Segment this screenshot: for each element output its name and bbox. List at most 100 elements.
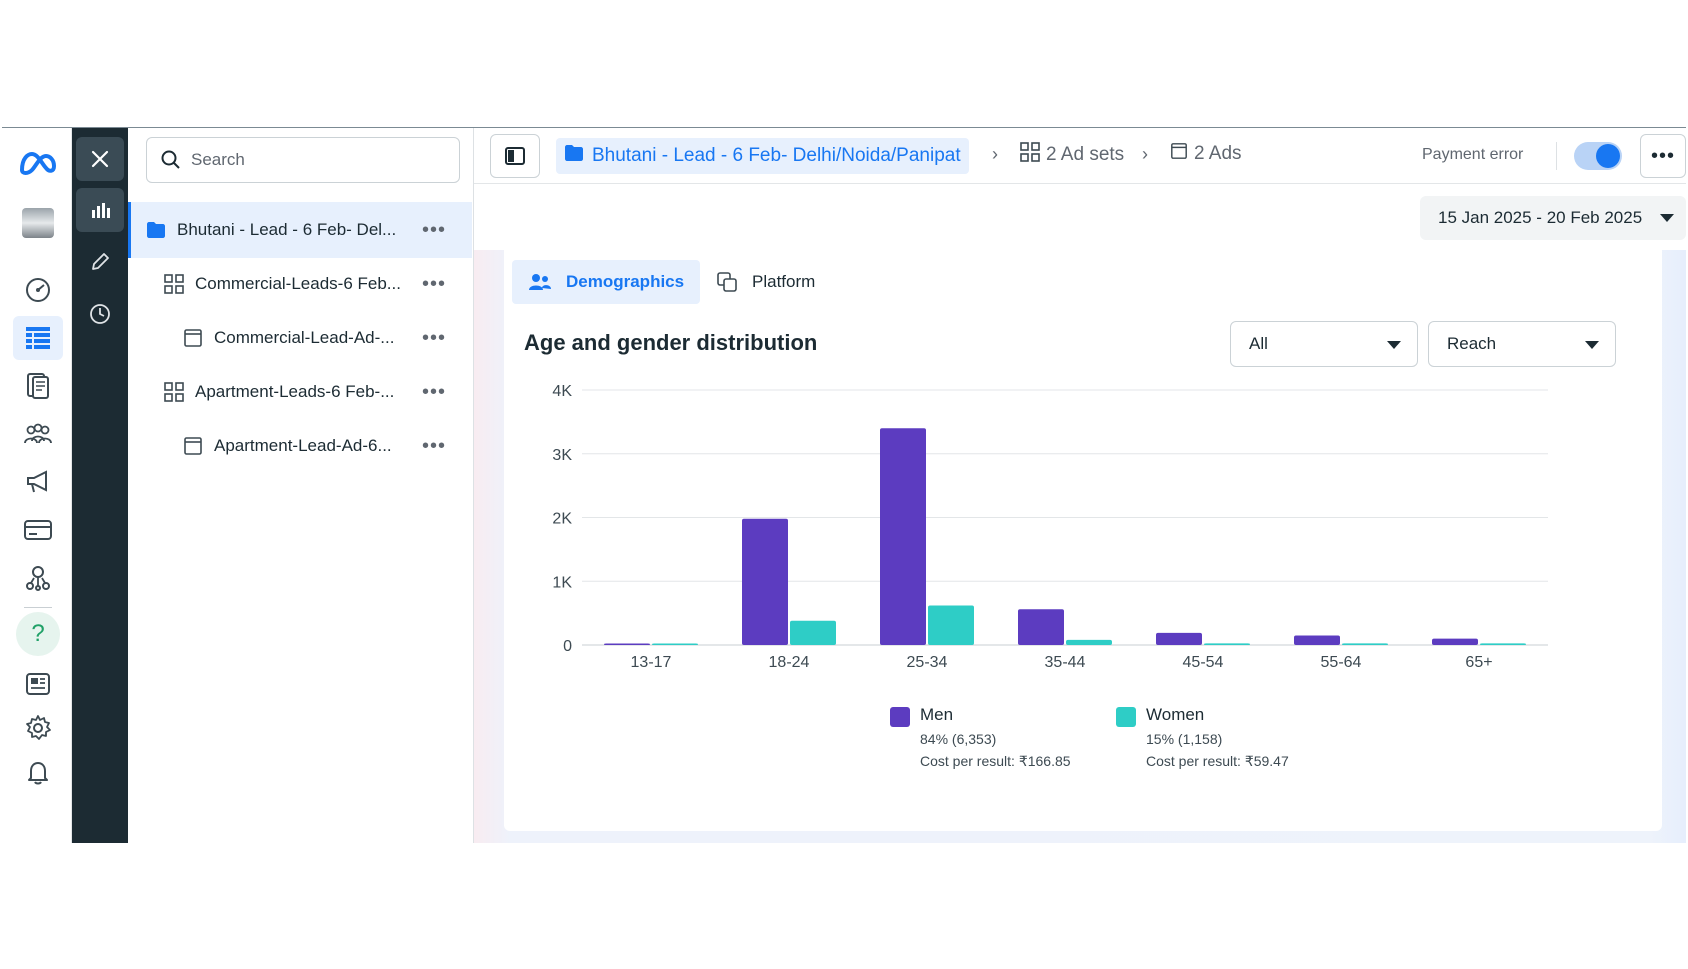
caret-down-icon: [1387, 341, 1401, 349]
date-range-picker[interactable]: 15 Jan 2025 - 20 Feb 2025: [1420, 196, 1686, 240]
ad-page-icon: [1170, 142, 1188, 166]
panel-toggle-button[interactable]: [490, 134, 540, 178]
more-options-icon[interactable]: •••: [421, 272, 446, 295]
bar-men: [1018, 609, 1064, 645]
breadcrumb-campaign-label: Bhutani - Lead - 6 Feb- Delhi/Noida/Pani…: [592, 145, 961, 166]
search-icon: [161, 150, 180, 169]
account-thumbnail[interactable]: [22, 208, 54, 238]
metric-filter-select[interactable]: Reach: [1428, 321, 1616, 367]
adset-grid-icon: [163, 381, 185, 403]
ad-page-icon: [182, 435, 204, 457]
ad-page-icon: [182, 327, 204, 349]
search-input[interactable]: [191, 150, 441, 170]
tree-item-campaign[interactable]: Bhutani - Lead - 6 Feb- Del... •••: [128, 202, 472, 258]
y-tick-label: 1K: [552, 574, 572, 591]
more-options-icon[interactable]: •••: [421, 326, 446, 349]
breakdown-card: Demographics Platform Age and gender dis…: [504, 250, 1662, 831]
search-box[interactable]: [146, 137, 460, 183]
breadcrumb-ads-label: 2 Ads: [1194, 143, 1242, 164]
more-options-button[interactable]: •••: [1640, 134, 1686, 178]
tree-item-adset[interactable]: Commercial-Leads-6 Feb... •••: [128, 256, 472, 312]
legend-name: Women: [1146, 705, 1205, 724]
adset-grid-icon: [1020, 142, 1040, 168]
meta-logo-icon[interactable]: [16, 148, 60, 178]
x-tick-label: 13-17: [631, 654, 672, 671]
legend-swatch-women: [1116, 707, 1136, 727]
legend-item-women: Women 15% (1,158) Cost per result: ₹59.4…: [1116, 705, 1289, 770]
tab-demographics[interactable]: Demographics: [512, 260, 701, 304]
toggle-knob: [1596, 144, 1620, 168]
folder-icon: [564, 144, 584, 168]
campaign-megaphone-icon[interactable]: [13, 460, 63, 504]
x-tick-label: 55-64: [1321, 654, 1362, 671]
breadcrumb-adsets-label: 2 Ad sets: [1046, 144, 1125, 165]
ads-manager-app: ? Bhutani - Lead -: [2, 127, 1686, 843]
breadcrumb-campaign[interactable]: Bhutani - Lead - 6 Feb- Delhi/Noida/Pani…: [556, 138, 969, 174]
main-content: Bhutani - Lead - 6 Feb- Delhi/Noida/Pani…: [474, 128, 1686, 843]
chart-bars-icon[interactable]: [76, 188, 124, 232]
tree-item-label: Apartment-Lead-Ad-6...: [214, 436, 392, 455]
bar-women: [928, 605, 974, 645]
x-tick-label: 25-34: [907, 654, 948, 671]
legend-share: 15% (1,158): [1146, 731, 1223, 747]
y-tick-label: 4K: [552, 383, 572, 400]
y-tick-label: 2K: [552, 511, 572, 528]
tree-item-label: Commercial-Leads-6 Feb...: [195, 274, 401, 293]
caret-down-icon: [1660, 214, 1674, 222]
left-nav-rail: ?: [2, 128, 72, 843]
top-bar: Bhutani - Lead - 6 Feb- Delhi/Noida/Pani…: [474, 128, 1686, 184]
legend-cost: Cost per result: ₹166.85: [920, 753, 1071, 769]
x-tick-label: 45-54: [1183, 654, 1224, 671]
legend-swatch-men: [890, 707, 910, 727]
tree-item-adset[interactable]: Apartment-Leads-6 Feb-... •••: [128, 364, 472, 420]
more-options-icon[interactable]: •••: [421, 380, 446, 403]
bar-men: [880, 428, 926, 645]
rail-divider: [24, 607, 52, 608]
chart-title: Age and gender distribution: [524, 330, 818, 355]
audience-filter-select[interactable]: All: [1230, 321, 1418, 367]
help-icon[interactable]: ?: [16, 612, 60, 656]
breadcrumb-adsets[interactable]: 2 Ad sets: [1020, 142, 1124, 168]
audiences-people-icon[interactable]: [13, 412, 63, 456]
bar-men: [742, 518, 788, 645]
close-icon[interactable]: [76, 137, 124, 181]
tab-label: Platform: [752, 272, 816, 291]
sidebar-toggle-icon: [505, 147, 525, 165]
dashboard-gauge-icon[interactable]: [13, 268, 63, 312]
legend-cost: Cost per result: ₹59.47: [1146, 753, 1289, 769]
chevron-right-icon: ›: [1142, 144, 1148, 164]
platform-copy-icon: [716, 271, 738, 293]
settings-gear-icon[interactable]: [13, 706, 63, 750]
tab-platform[interactable]: Platform: [700, 260, 831, 304]
more-options-icon[interactable]: •••: [421, 434, 446, 457]
bar-men: [1294, 635, 1340, 645]
chevron-right-icon: ›: [992, 144, 998, 164]
bar-women: [1204, 643, 1250, 645]
campaign-tree-panel: Bhutani - Lead - 6 Feb- Del... ••• Comme…: [128, 128, 474, 843]
edit-pencil-icon[interactable]: [76, 240, 124, 284]
x-tick-label: 35-44: [1045, 654, 1086, 671]
catalog-pages-icon[interactable]: [13, 364, 63, 408]
tree-item-label: Commercial-Lead-Ad-...: [214, 328, 395, 347]
tree-item-ad[interactable]: Commercial-Lead-Ad-... •••: [128, 310, 472, 366]
tree-item-label: Bhutani - Lead - 6 Feb- Del...: [177, 220, 397, 239]
adset-grid-icon: [163, 273, 185, 295]
more-options-icon[interactable]: •••: [421, 218, 446, 241]
tree-item-ad[interactable]: Apartment-Lead-Ad-6... •••: [128, 418, 472, 474]
billing-card-icon[interactable]: [13, 508, 63, 552]
legend-name: Men: [920, 705, 954, 724]
tools-strip: [72, 128, 128, 843]
payment-error-label[interactable]: Payment error: [1422, 146, 1524, 163]
breadcrumb-ads[interactable]: 2 Ads: [1170, 142, 1242, 166]
history-clock-icon[interactable]: [76, 292, 124, 336]
ads-manager-table-icon[interactable]: [13, 316, 63, 360]
bar-women: [790, 620, 836, 645]
campaign-toggle[interactable]: [1574, 142, 1622, 170]
news-feed-icon[interactable]: [13, 662, 63, 706]
business-network-icon[interactable]: [13, 556, 63, 600]
bar-women: [1342, 643, 1388, 645]
bar-men: [604, 643, 650, 645]
notifications-bell-icon[interactable]: [13, 750, 63, 794]
bar-men: [1156, 632, 1202, 645]
header-divider: [1556, 142, 1557, 170]
